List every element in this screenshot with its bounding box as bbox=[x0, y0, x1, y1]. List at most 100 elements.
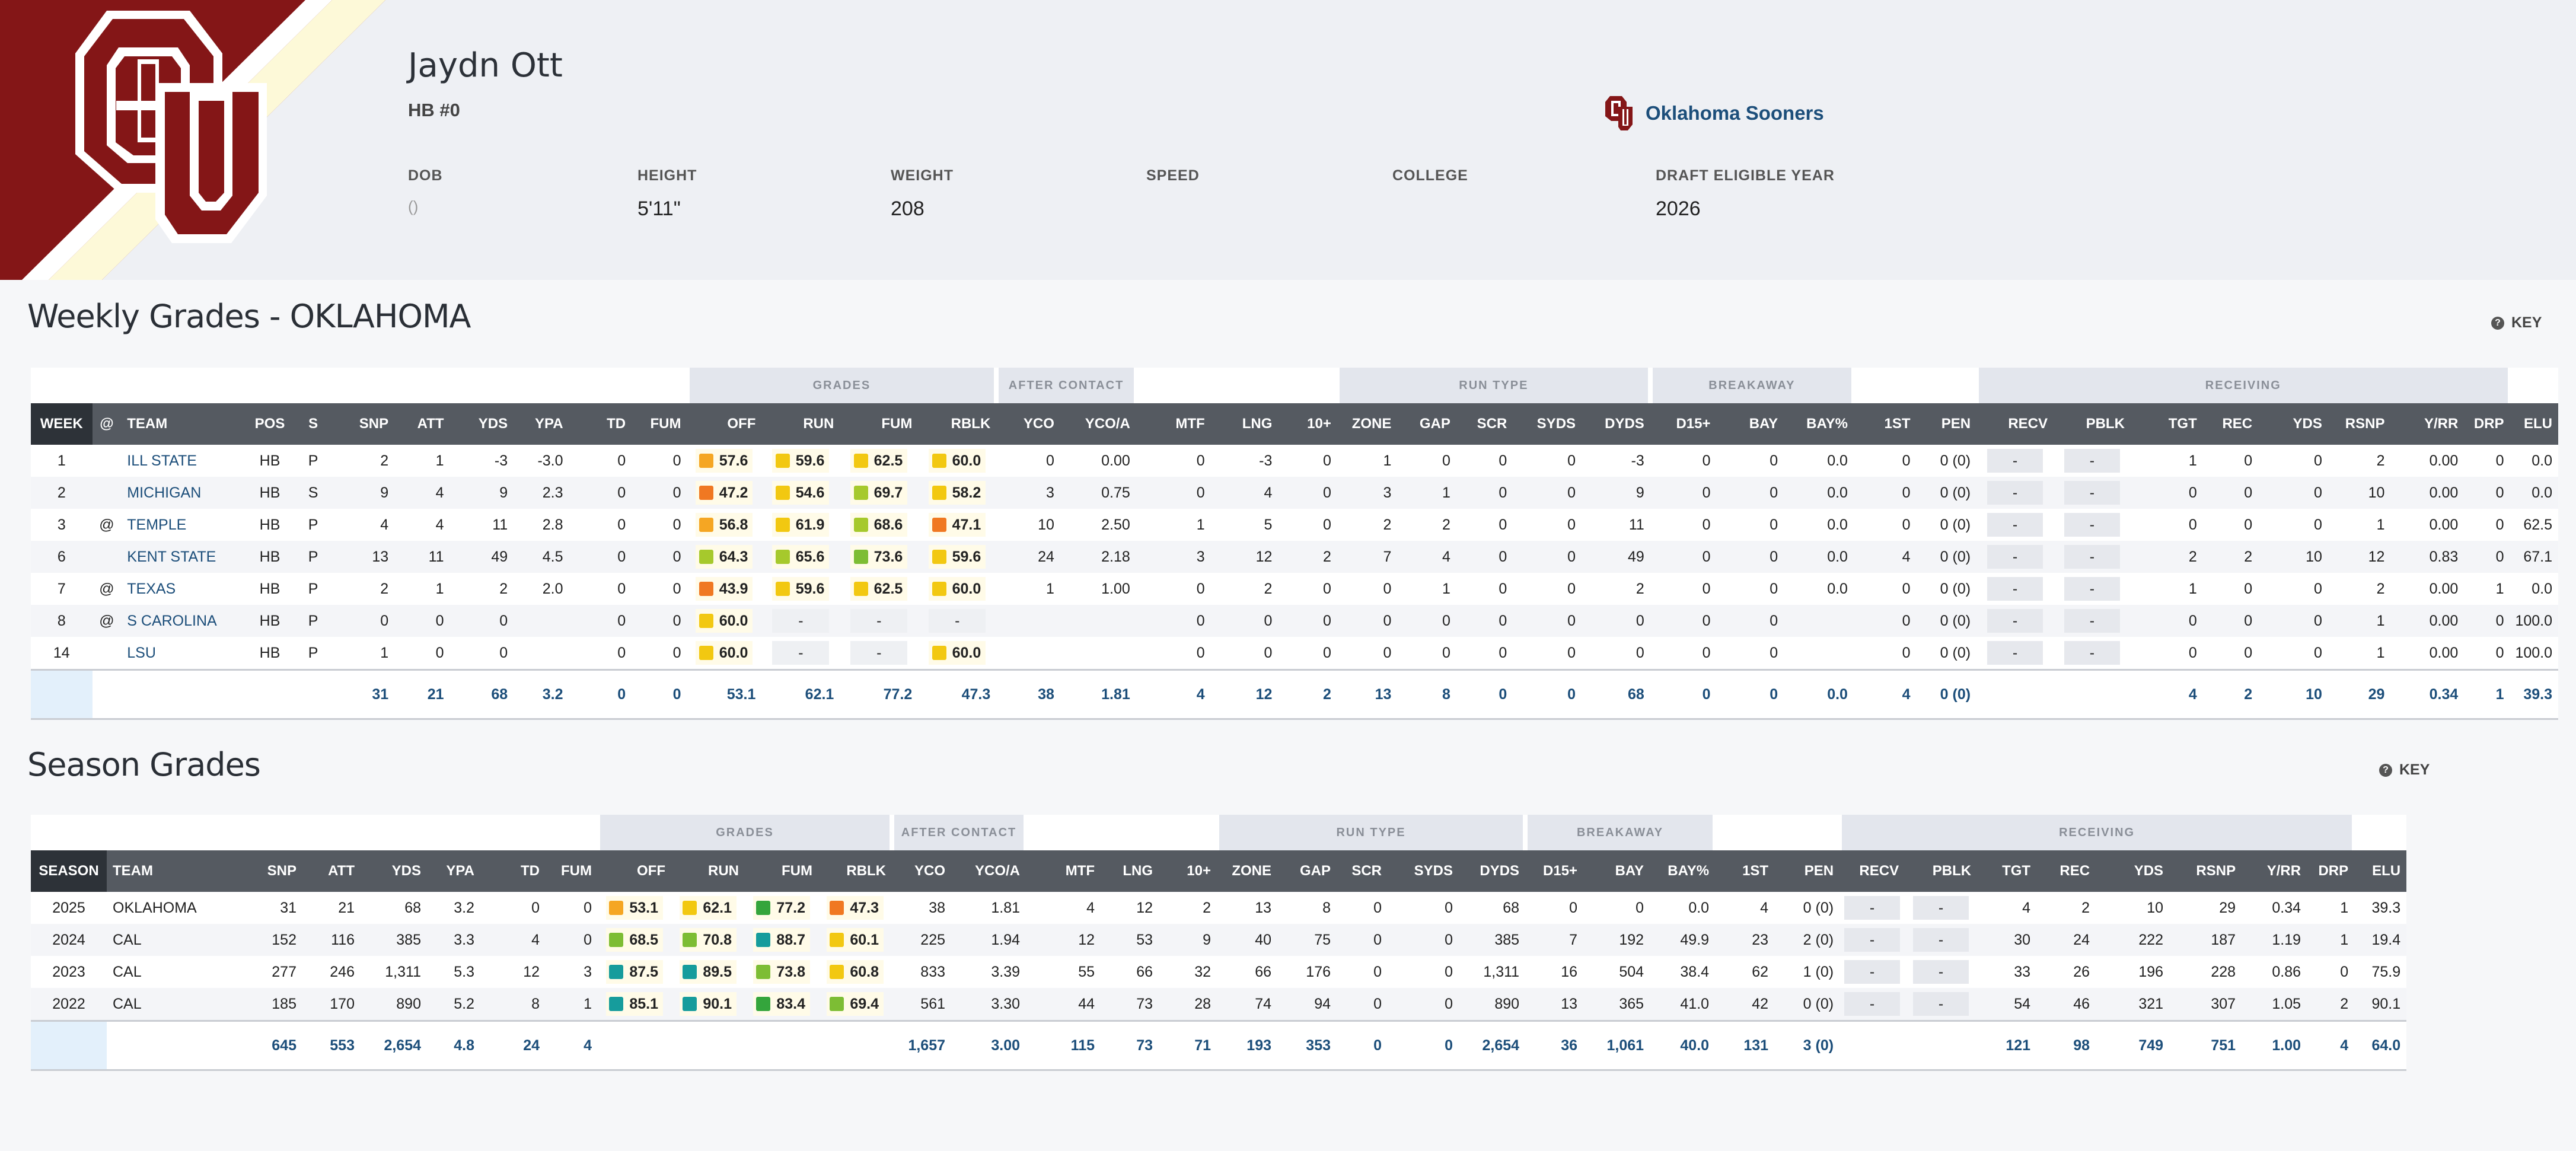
column-header-bay[interactable]: BAY% bbox=[1784, 403, 1854, 445]
cell-team[interactable]: S CAROLINA bbox=[121, 605, 244, 637]
column-header-mtf[interactable]: MTF bbox=[1026, 850, 1101, 892]
column-header-1st[interactable]: 1ST bbox=[1853, 403, 1917, 445]
column-header-pblk[interactable]: PBLK bbox=[2054, 403, 2131, 445]
column-header-yds[interactable]: YDS bbox=[2258, 403, 2328, 445]
column-header-y-rr[interactable]: Y/RR bbox=[2242, 850, 2307, 892]
column-header-rsnp[interactable]: RSNP bbox=[2169, 850, 2242, 892]
column-header-yds[interactable]: YDS bbox=[2096, 850, 2170, 892]
column-header-zone[interactable]: ZONE bbox=[1217, 850, 1278, 892]
column-header-syds[interactable]: SYDS bbox=[1513, 403, 1582, 445]
column-header-d15[interactable]: D15+ bbox=[1525, 850, 1584, 892]
cell-elu: 39.3 bbox=[2354, 892, 2407, 924]
column-header-scr[interactable]: SCR bbox=[1456, 403, 1513, 445]
table-row[interactable]: 8 @ S CAROLINA HB P 0 0 0 0 0 60.0- - -0 0 0 0 0 0 0 0 0 0 0 0 … bbox=[31, 605, 2558, 637]
cell-team[interactable]: TEXAS bbox=[121, 573, 244, 605]
column-header-drp[interactable]: DRP bbox=[2307, 850, 2355, 892]
cell-team[interactable]: KENT STATE bbox=[121, 541, 244, 573]
column-header-snp[interactable]: SNP bbox=[243, 850, 302, 892]
column-header-recv[interactable]: RECV bbox=[1976, 403, 2054, 445]
table-row[interactable]: 7 @ TEXAS HB P 2 1 2 2.0 0 0 43.9 59.6 62.5 60.0 1 1.00 0… bbox=[31, 573, 2558, 605]
column-header-elu[interactable]: ELU bbox=[2354, 850, 2407, 892]
column-header-bay[interactable]: BAY% bbox=[1650, 850, 1716, 892]
column-header-fum[interactable]: FUM bbox=[745, 850, 818, 892]
table-row[interactable]: 2022 CAL 185 170 890 5.2 8 1 85.1 90.1 83.4 69.4 561… bbox=[31, 988, 2407, 1020]
column-header-fum[interactable]: FUM bbox=[840, 403, 919, 445]
table-row[interactable]: 1 ILL STATE HB P 2 1 -3 -3.0 0 0 57.6 59.6 62.5 60.0 0… bbox=[31, 445, 2558, 477]
column-header-run[interactable]: RUN bbox=[761, 403, 840, 445]
column-header-10[interactable]: 10+ bbox=[1278, 403, 1337, 445]
column-header-dyds[interactable]: DYDS bbox=[1582, 403, 1650, 445]
table-row[interactable]: 6 KENT STATE HB P 13 11 49 4.5 0 0 64.3 65.6 73.6 59.… bbox=[31, 541, 2558, 573]
column-header-rec[interactable]: REC bbox=[2036, 850, 2096, 892]
column-header-td[interactable]: TD bbox=[569, 403, 632, 445]
column-header-bay[interactable]: BAY bbox=[1583, 850, 1650, 892]
column-header-team[interactable]: TEAM bbox=[107, 850, 243, 892]
column-header-fum[interactable]: FUM bbox=[546, 850, 598, 892]
cell-team[interactable]: TEMPLE bbox=[121, 509, 244, 541]
column-header-rec[interactable]: REC bbox=[2202, 403, 2259, 445]
season-key-button[interactable]: ? KEY bbox=[2379, 761, 2430, 779]
column-header-elu[interactable]: ELU bbox=[2510, 403, 2558, 445]
table-row[interactable]: 2023 CAL 277 246 1,311 5.3 12 3 87.5 89.5 73.8 60.8… bbox=[31, 956, 2407, 988]
column-header-col[interactable]: @ bbox=[92, 403, 122, 445]
table-row[interactable]: 14 LSU HB P 1 0 0 0 0 60.0- -60.0 0 0 0 0 0 0 0 0 0 0 0 0 (0) -… bbox=[31, 637, 2558, 669]
column-header-snp[interactable]: SNP bbox=[330, 403, 395, 445]
column-header-yco-a[interactable]: YCO/A bbox=[951, 850, 1026, 892]
column-header-off[interactable]: OFF bbox=[598, 850, 671, 892]
team-name[interactable]: Oklahoma Sooners bbox=[1646, 102, 1824, 124]
column-header-att[interactable]: ATT bbox=[394, 403, 450, 445]
table-row[interactable]: 2025 OKLAHOMA 31 21 68 3.2 0 0 53.1 62.1 77.2 47.3 3… bbox=[31, 892, 2407, 924]
column-header-off[interactable]: OFF bbox=[687, 403, 762, 445]
column-header-pos[interactable]: POS bbox=[244, 403, 296, 445]
column-header-week[interactable]: WEEK bbox=[31, 403, 93, 445]
column-header-team[interactable]: TEAM bbox=[121, 403, 244, 445]
column-header-yco[interactable]: YCO bbox=[892, 850, 952, 892]
weekly-key-button[interactable]: ? KEY bbox=[2491, 314, 2542, 331]
cell-off: 60.0 bbox=[687, 637, 762, 669]
column-header-tgt[interactable]: TGT bbox=[1977, 850, 2037, 892]
column-header-scr[interactable]: SCR bbox=[1337, 850, 1388, 892]
column-header-ypa[interactable]: YPA bbox=[514, 403, 569, 445]
cell-team[interactable]: LSU bbox=[121, 637, 244, 669]
column-header-rblk[interactable]: RBLK bbox=[818, 850, 892, 892]
column-header-recv[interactable]: RECV bbox=[1839, 850, 1905, 892]
column-header-drp[interactable]: DRP bbox=[2464, 403, 2510, 445]
column-header-s[interactable]: S bbox=[295, 403, 331, 445]
column-header-rblk[interactable]: RBLK bbox=[918, 403, 997, 445]
column-header-yco-a[interactable]: YCO/A bbox=[1060, 403, 1136, 445]
column-header-gap[interactable]: GAP bbox=[1397, 403, 1456, 445]
column-header-ypa[interactable]: YPA bbox=[427, 850, 480, 892]
column-header-10[interactable]: 10+ bbox=[1159, 850, 1217, 892]
column-header-att[interactable]: ATT bbox=[302, 850, 361, 892]
column-header-d15[interactable]: D15+ bbox=[1650, 403, 1717, 445]
column-header-rsnp[interactable]: RSNP bbox=[2328, 403, 2391, 445]
column-header-mtf[interactable]: MTF bbox=[1136, 403, 1211, 445]
column-header-dyds[interactable]: DYDS bbox=[1459, 850, 1526, 892]
column-header-y-rr[interactable]: Y/RR bbox=[2390, 403, 2465, 445]
column-header-bay[interactable]: BAY bbox=[1716, 403, 1784, 445]
column-header-yds[interactable]: YDS bbox=[449, 403, 514, 445]
table-row[interactable]: 2024 CAL 152 116 385 3.3 4 0 68.5 70.8 88.7 60.1 225… bbox=[31, 924, 2407, 956]
cell-pos: HB bbox=[244, 477, 296, 509]
column-header-lng[interactable]: LNG bbox=[1101, 850, 1159, 892]
column-header-yds[interactable]: YDS bbox=[361, 850, 427, 892]
column-header-syds[interactable]: SYDS bbox=[1388, 850, 1459, 892]
column-header-1st[interactable]: 1ST bbox=[1715, 850, 1775, 892]
team-link[interactable]: Oklahoma Sooners bbox=[1604, 95, 1824, 132]
cell-team[interactable]: ILL STATE bbox=[121, 445, 244, 477]
cell-team[interactable]: MICHIGAN bbox=[121, 477, 244, 509]
column-header-fum[interactable]: FUM bbox=[632, 403, 687, 445]
table-row[interactable]: 2 MICHIGAN HB S 9 4 9 2.3 0 0 47.2 54.6 69.7 58.2 3 0.7… bbox=[31, 477, 2558, 509]
column-header-gap[interactable]: GAP bbox=[1277, 850, 1337, 892]
column-header-lng[interactable]: LNG bbox=[1210, 403, 1279, 445]
column-header-zone[interactable]: ZONE bbox=[1337, 403, 1398, 445]
column-header-season[interactable]: SEASON bbox=[31, 850, 107, 892]
column-header-run[interactable]: RUN bbox=[671, 850, 745, 892]
column-header-pen[interactable]: PEN bbox=[1774, 850, 1840, 892]
column-header-td[interactable]: TD bbox=[480, 850, 546, 892]
column-header-yco[interactable]: YCO bbox=[996, 403, 1060, 445]
column-header-tgt[interactable]: TGT bbox=[2130, 403, 2203, 445]
column-header-pblk[interactable]: PBLK bbox=[1905, 850, 1978, 892]
table-row[interactable]: 3 @ TEMPLE HB P 4 4 11 2.8 0 0 56.8 61.9 68.6 47.1 10 2.… bbox=[31, 509, 2558, 541]
column-header-pen[interactable]: PEN bbox=[1916, 403, 1977, 445]
